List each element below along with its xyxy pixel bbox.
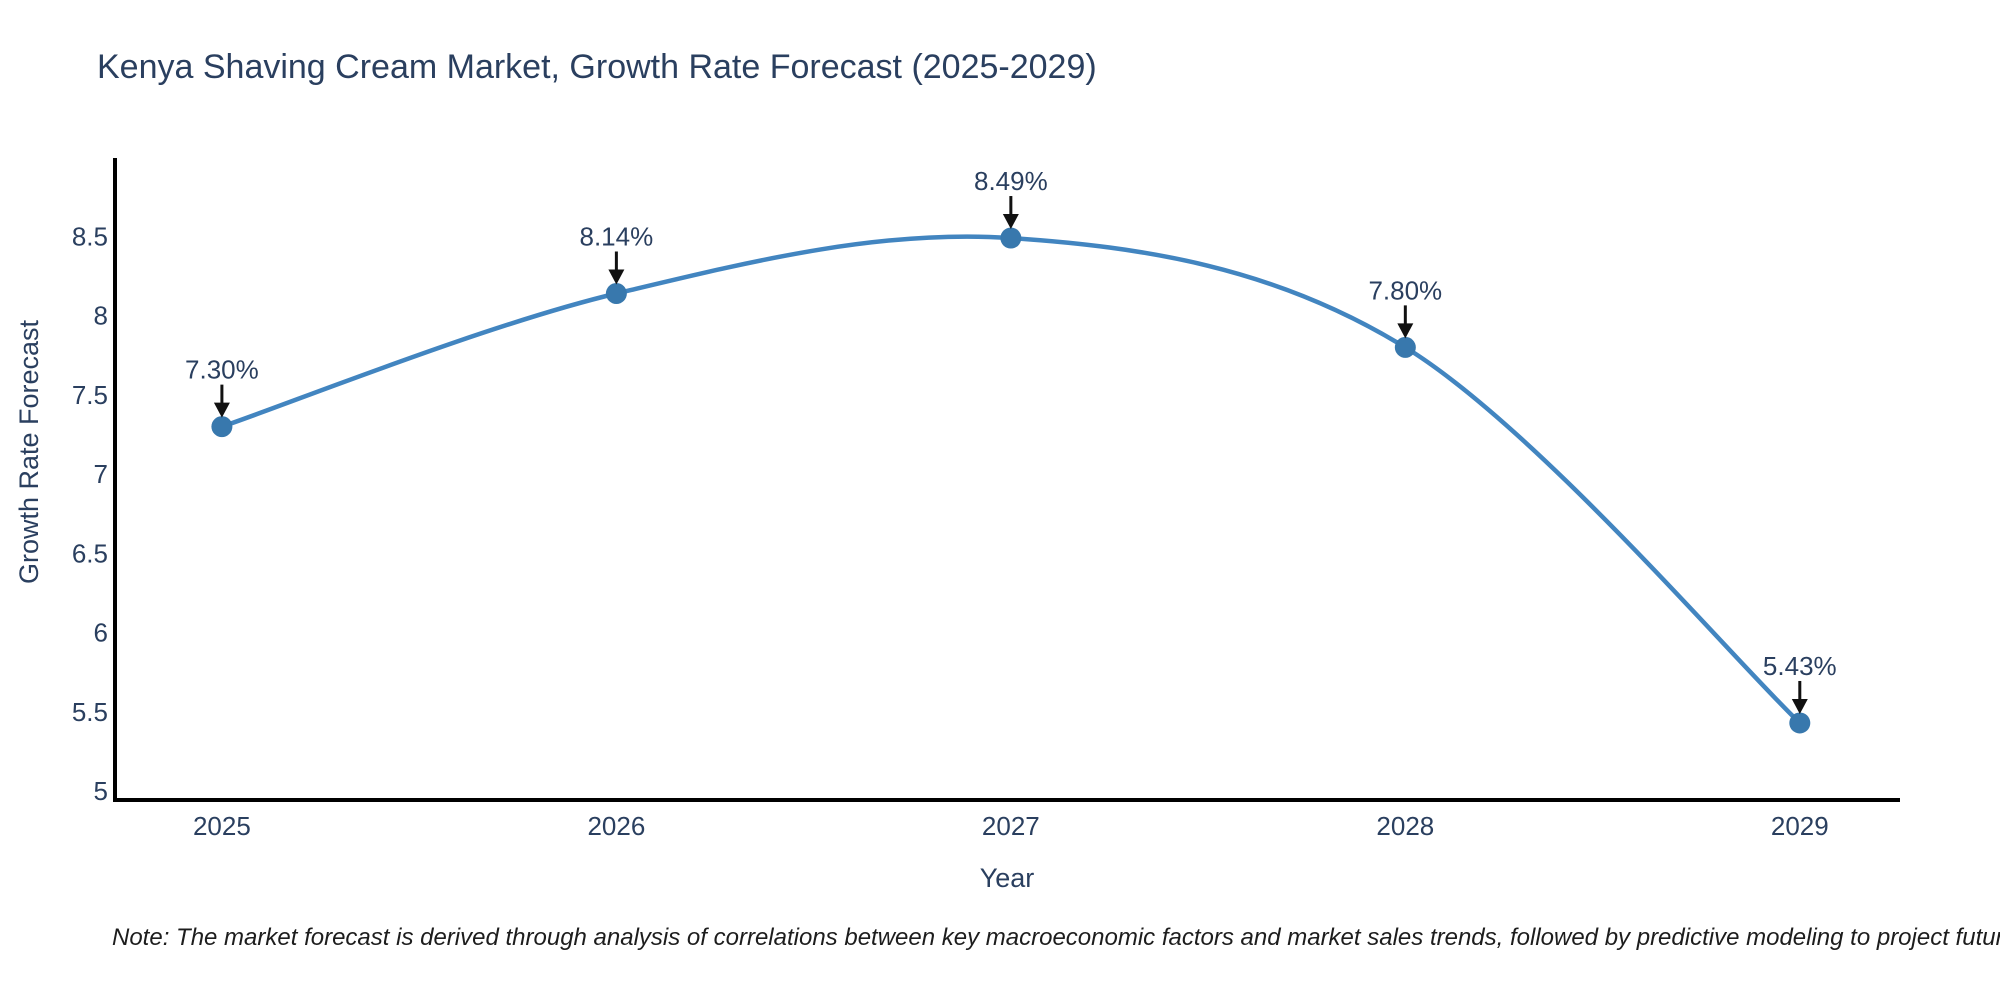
data-point-markers <box>211 227 1811 734</box>
y-tick-label: 6.5 <box>72 538 108 568</box>
annotation-arrow-head <box>213 402 230 418</box>
annotation-label: 8.14% <box>580 221 654 251</box>
y-tick-label: 7 <box>94 459 108 489</box>
y-tick-label: 7.5 <box>72 380 108 410</box>
y-tick-label: 8.5 <box>72 221 108 251</box>
x-tick-label: 2025 <box>193 811 251 841</box>
data-point-marker <box>605 282 627 304</box>
x-tick-label: 2029 <box>1771 811 1829 841</box>
y-axis-title: Growth Rate Forecast <box>14 319 44 584</box>
data-point-marker <box>1394 336 1416 358</box>
data-point-marker <box>211 416 233 438</box>
chart-title: Kenya Shaving Cream Market, Growth Rate … <box>97 48 1097 86</box>
y-tick-label: 6 <box>94 618 108 648</box>
annotation-arrow-head <box>1002 214 1019 230</box>
annotation-label: 7.80% <box>1368 275 1442 305</box>
series-line-path <box>219 234 1803 726</box>
annotation-label: 7.30% <box>185 355 259 385</box>
annotation-arrow-head <box>1397 323 1414 339</box>
data-point-marker <box>1000 227 1022 249</box>
y-tick-label: 5.5 <box>72 697 108 727</box>
x-tick-label: 2027 <box>982 811 1040 841</box>
y-tick-label: 5 <box>94 776 108 806</box>
series-line <box>219 234 1803 726</box>
x-axis-tick-labels: 2025 2026 2027 2028 2029 <box>193 811 1829 841</box>
annotation-arrow-head <box>1791 698 1808 714</box>
footnote: Note: The market forecast is derived thr… <box>112 924 2000 951</box>
y-tick-label: 8 <box>94 301 108 331</box>
y-axis-tick-labels: 5 5.5 6 6.5 7 7.5 8 8.5 <box>72 221 108 806</box>
x-axis-title: Year <box>980 863 1035 893</box>
annotation-arrow-head <box>608 269 625 285</box>
annotation-label: 8.49% <box>974 166 1048 196</box>
data-point-marker <box>1789 712 1811 734</box>
point-annotations: 7.30% 8.14% 8.49% 7.80% 5.43% <box>185 166 1837 714</box>
annotation-label: 5.43% <box>1763 651 1837 681</box>
x-tick-label: 2026 <box>587 811 645 841</box>
x-tick-label: 2028 <box>1376 811 1434 841</box>
